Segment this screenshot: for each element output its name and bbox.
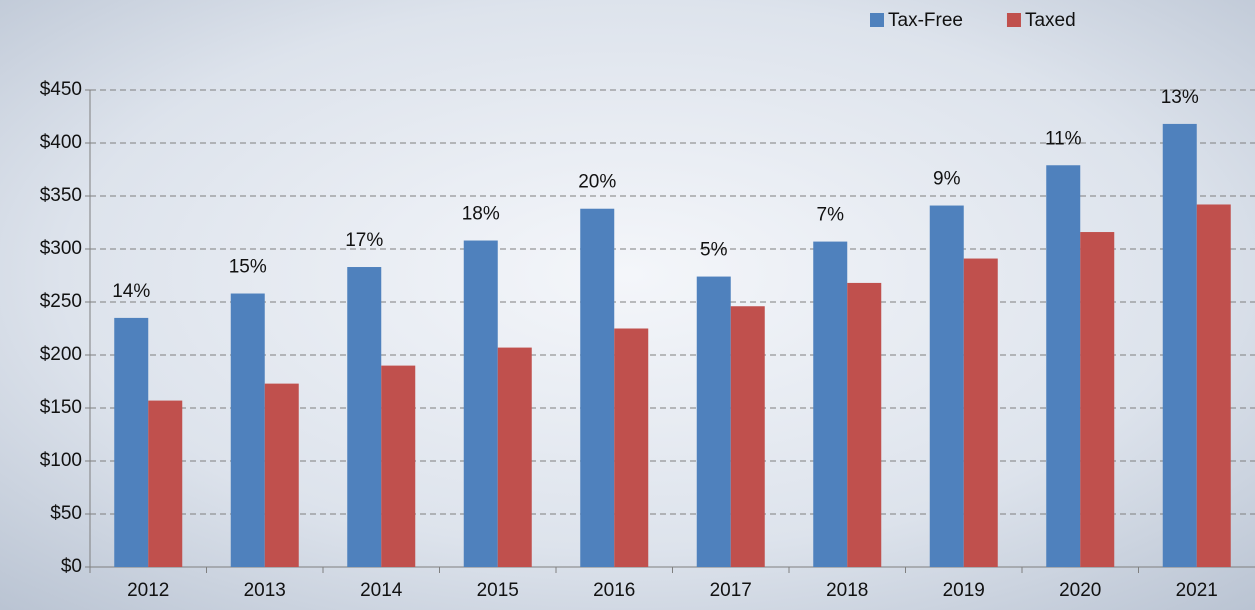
annotation: 11%	[1045, 128, 1082, 149]
bar	[614, 328, 649, 567]
legend-label: Tax-Free	[888, 10, 963, 31]
bar	[347, 267, 382, 567]
y-tick-label: $350	[40, 185, 82, 206]
bar	[497, 347, 532, 567]
annotation: 7%	[817, 205, 845, 226]
y-tick-label: $0	[61, 556, 82, 577]
y-tick-label: $50	[50, 503, 82, 524]
x-tick-label: 2017	[710, 580, 752, 601]
bar	[730, 306, 765, 567]
x-tick-label: 2016	[593, 580, 635, 601]
y-tick-label: $400	[40, 132, 82, 153]
bar	[230, 293, 265, 567]
bar	[929, 205, 964, 568]
bar	[1046, 165, 1081, 567]
bar	[580, 208, 615, 567]
bar	[963, 258, 998, 567]
bar	[847, 282, 882, 567]
annotation: 9%	[933, 169, 961, 190]
annotation: 18%	[462, 204, 500, 225]
y-tick-label: $300	[40, 238, 82, 259]
y-tick-label: $100	[40, 450, 82, 471]
annotation: 5%	[700, 240, 728, 261]
y-tick-label: $150	[40, 397, 82, 418]
x-tick-label: 2013	[244, 580, 286, 601]
bar	[114, 317, 149, 567]
bar	[1196, 204, 1231, 568]
x-tick-label: 2020	[1059, 580, 1101, 601]
legend-swatch	[870, 13, 884, 27]
annotation: 14%	[112, 281, 150, 302]
bar	[148, 400, 183, 567]
annotation: 15%	[229, 257, 267, 278]
x-tick-label: 2014	[360, 580, 403, 601]
annotation: 20%	[578, 172, 616, 193]
x-tick-label: 2021	[1176, 580, 1218, 601]
legend-swatch	[1006, 13, 1021, 27]
annotation: 13%	[1161, 87, 1199, 108]
bar	[1162, 123, 1197, 568]
legend-label: Taxed	[1025, 10, 1076, 31]
bar	[696, 276, 731, 567]
bar	[1080, 232, 1115, 568]
bar	[381, 365, 416, 567]
y-tick-label: $200	[40, 344, 82, 365]
bar	[813, 241, 848, 567]
y-tick-label: $450	[40, 79, 82, 100]
bar	[264, 383, 299, 567]
x-tick-label: 2012	[127, 580, 169, 601]
bar	[463, 240, 498, 567]
x-tick-label: 2018	[826, 580, 868, 601]
x-tick-label: 2015	[477, 580, 519, 601]
annotation: 17%	[345, 230, 383, 251]
y-tick-label: $250	[40, 291, 82, 312]
x-tick-label: 2019	[943, 580, 985, 601]
